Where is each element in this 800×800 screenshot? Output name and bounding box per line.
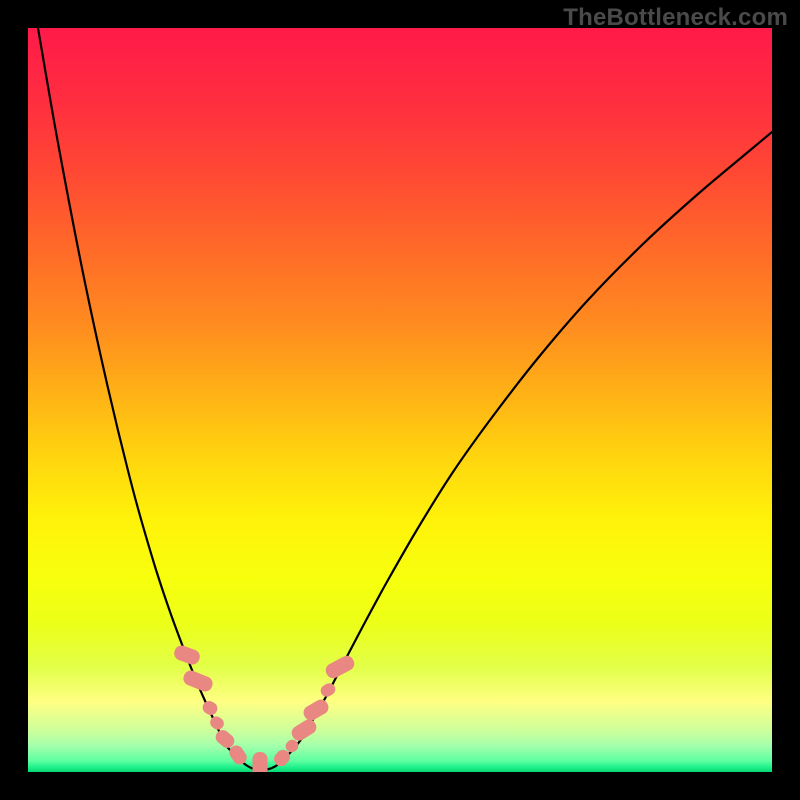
image-frame: TheBottleneck.com xyxy=(0,0,800,800)
watermark-text: TheBottleneck.com xyxy=(563,4,788,32)
curve-marker xyxy=(208,714,226,732)
curve-marker xyxy=(301,697,331,723)
curve-marker xyxy=(289,717,319,743)
curve-marker xyxy=(172,644,202,667)
curve-marker xyxy=(323,653,357,680)
curve-marker xyxy=(181,668,214,693)
curve-marker xyxy=(253,752,268,772)
curve-marker xyxy=(319,681,338,699)
curve-marker xyxy=(200,699,219,718)
marker-group xyxy=(172,644,357,772)
plot-area xyxy=(28,28,772,772)
curve-path xyxy=(38,28,772,770)
curve-layer xyxy=(28,28,772,772)
